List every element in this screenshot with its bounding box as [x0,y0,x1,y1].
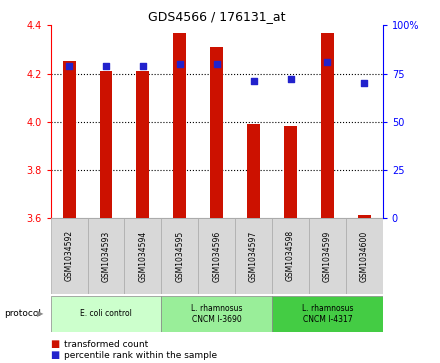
Bar [136,71,149,218]
Bar [161,218,198,294]
Text: GSM1034597: GSM1034597 [249,230,258,282]
Text: GSM1034594: GSM1034594 [138,230,147,282]
Point [250,78,257,84]
Bar [235,218,272,294]
Bar [309,218,346,294]
Text: transformed count: transformed count [64,340,148,348]
Text: ■: ■ [51,339,60,349]
Text: ■: ■ [51,350,60,360]
Bar [346,218,383,294]
Text: L. rhamnosus
CNCM I-4317: L. rhamnosus CNCM I-4317 [302,304,353,324]
Point [66,63,73,69]
Bar [88,218,125,294]
Bar [272,218,309,294]
Bar [99,71,113,218]
Bar [173,33,186,218]
Bar [198,218,235,294]
Bar [161,296,272,332]
Point [103,63,110,69]
Point [287,76,294,82]
Text: GSM1034593: GSM1034593 [102,230,110,282]
Text: GSM1034599: GSM1034599 [323,230,332,282]
Text: E. coli control: E. coli control [80,310,132,318]
Text: GSM1034595: GSM1034595 [175,230,184,282]
Bar [358,215,371,218]
Text: L. rhamnosus
CNCM I-3690: L. rhamnosus CNCM I-3690 [191,304,242,324]
Text: GSM1034598: GSM1034598 [286,231,295,281]
Title: GDS4566 / 176131_at: GDS4566 / 176131_at [148,10,286,23]
Point [324,59,331,65]
Bar [51,296,161,332]
Point [361,80,368,86]
Text: GSM1034596: GSM1034596 [212,230,221,282]
Bar [125,218,161,294]
Text: ▶: ▶ [37,310,43,318]
Point [176,61,183,67]
Bar [321,33,334,218]
Bar [247,124,260,218]
Point [213,61,220,67]
Bar [284,126,297,218]
Bar [272,296,383,332]
Text: protocol: protocol [4,310,41,318]
Text: percentile rank within the sample: percentile rank within the sample [64,351,217,359]
Bar [210,47,223,218]
Bar [62,61,76,218]
Text: GSM1034600: GSM1034600 [360,230,369,282]
Bar [51,218,88,294]
Point [139,63,147,69]
Text: GSM1034592: GSM1034592 [65,231,73,281]
